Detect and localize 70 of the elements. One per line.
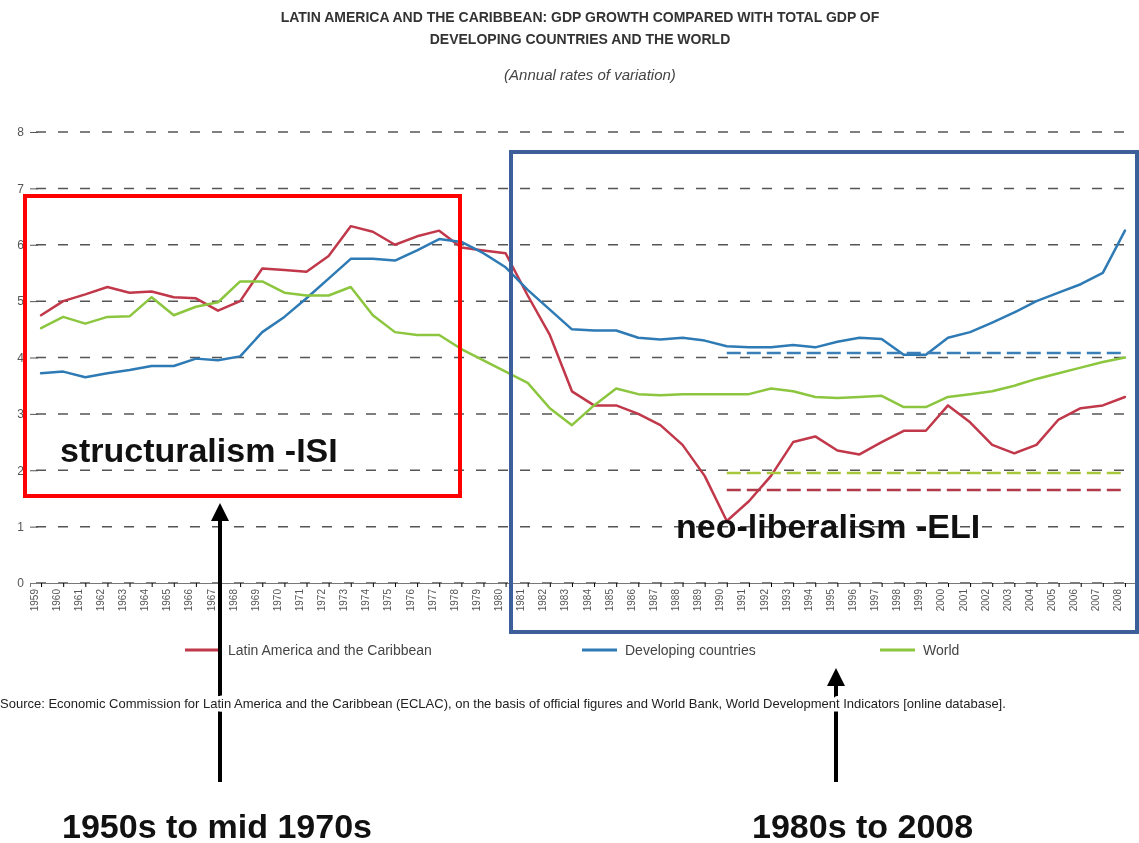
x-tick-label: 1960 (50, 588, 62, 612)
x-tick-label: 1977 (426, 588, 438, 612)
x-tick-label: 1992 (758, 588, 770, 612)
y-tick-label: 3 (17, 407, 25, 422)
y-tick-label: 5 (17, 294, 25, 309)
x-tick-label: 1988 (670, 588, 682, 612)
y-tick-label: 6 (17, 238, 25, 253)
x-tick-label: 1968 (227, 588, 239, 612)
x-tick-label: 1996 (847, 588, 858, 612)
x-tick-label: 1983 (559, 588, 571, 612)
text: 1980s to 2008 (752, 807, 974, 843)
x-tick-label: 1971 (294, 588, 305, 612)
x-tick-label: 1981 (515, 588, 527, 612)
x-tick-label: 1980 (493, 588, 505, 612)
x-tick-label: 2000 (935, 588, 947, 612)
x-tick-label: 1987 (647, 588, 659, 612)
x-tick-label: 1982 (537, 588, 549, 612)
x-tick-label: 1974 (360, 588, 372, 612)
x-tick-label: 1976 (404, 588, 416, 612)
x-tick-label: 1967 (205, 588, 217, 612)
x-tick-label: 1972 (316, 588, 328, 612)
x-tick-label: 1991 (736, 588, 748, 612)
x-tick-label: 1969 (249, 588, 261, 612)
x-tick-label: 1986 (625, 588, 637, 612)
x-tick-label: 2008 (1112, 588, 1124, 612)
text: 1950s to mid 1970s (62, 807, 372, 843)
legend-label: World (923, 642, 960, 658)
y-tick-label: 8 (17, 125, 25, 140)
x-tick-label: 1966 (183, 588, 195, 612)
annotation: neo-liberalism -ELI (676, 507, 981, 545)
x-tick-label: 1989 (692, 588, 704, 612)
annotation: structuralism -ISI (60, 431, 338, 469)
x-tick-label: 1978 (448, 588, 460, 612)
legend-label: Latin America and the Caribbean (228, 642, 432, 658)
x-tick-label: 1963 (117, 588, 129, 612)
x-tick-label: 1990 (714, 588, 726, 612)
y-tick-label: 7 (17, 181, 25, 196)
x-tick-label: 1964 (139, 588, 151, 612)
y-tick-label: 4 (17, 350, 25, 365)
x-tick-label: 1985 (603, 588, 615, 612)
x-tick-label: 1979 (470, 588, 482, 612)
x-tick-label: 1999 (913, 588, 925, 612)
x-tick-label: 1975 (382, 588, 394, 612)
x-tick-label: 1995 (824, 588, 836, 612)
chart-subtitle: (Annual rates of variation) (504, 66, 676, 83)
x-tick-label: 2001 (957, 588, 969, 612)
legend-label: Developing countries (625, 642, 756, 658)
x-tick-label: 1984 (581, 588, 593, 612)
x-tick-label: 2003 (1001, 588, 1013, 612)
x-tick-label: 2006 (1068, 588, 1080, 612)
y-tick-label: 2 (17, 463, 25, 478)
x-tick-label: 1998 (891, 588, 903, 612)
line-series (39, 280, 1127, 427)
x-tick-label: 1997 (869, 588, 881, 612)
x-tick-label: 1962 (94, 588, 106, 612)
x-tick-label: 1965 (161, 588, 173, 612)
x-tick-label: 1959 (28, 588, 40, 612)
x-tick-label: 1973 (338, 588, 350, 612)
y-tick-label: 1 (17, 519, 25, 534)
x-tick-label: 2007 (1090, 588, 1102, 612)
x-tick-label: 2004 (1023, 588, 1035, 612)
x-tick-label: 1993 (780, 588, 792, 612)
x-tick-label: 1970 (271, 588, 283, 612)
y-tick-label: 0 (17, 576, 25, 591)
x-tick-label: 2005 (1046, 588, 1058, 612)
x-tick-label: 1961 (72, 588, 84, 612)
chart-title: LATIN AMERICA AND THE CARIBBEAN: GDP GROWTH COMPARED WITH TOTAL GDP OF DEVELOPING COUNTRIES AND THE WORLD (280, 9, 880, 47)
x-tick-label: 1994 (802, 588, 814, 612)
x-tick-label: 2002 (979, 588, 991, 612)
line-series (39, 229, 1127, 379)
